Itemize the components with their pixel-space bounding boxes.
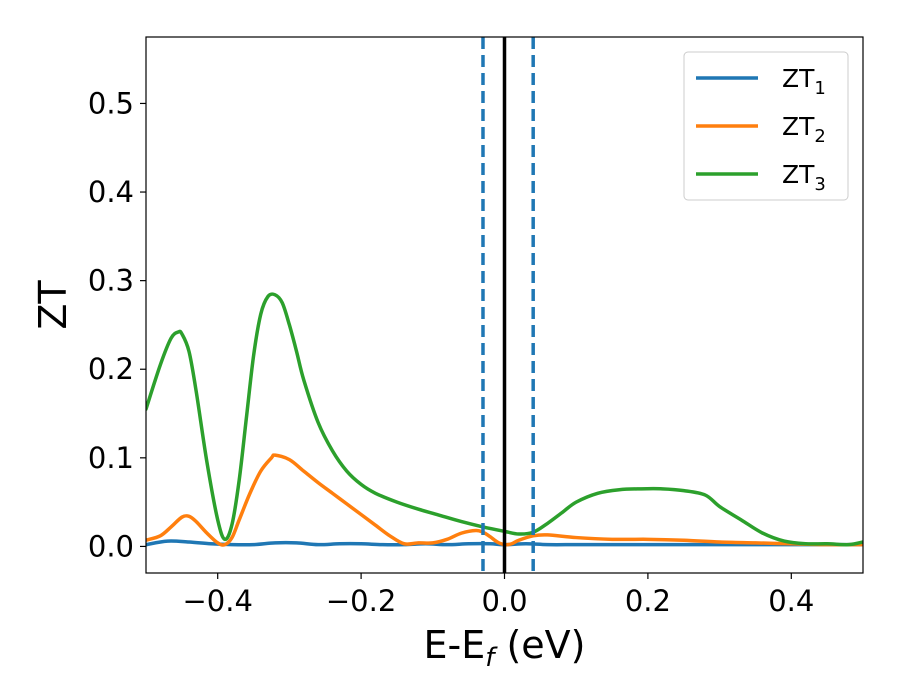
x-axis-title: E-Ef (eV) [424,623,586,673]
x-tick-label: 0.0 [481,584,527,618]
legend-items: ZT1 ZT2 ZT3 [696,64,826,195]
y-tick-label: 0.2 [88,352,134,386]
series-line-zt3 [146,292,863,547]
y-axis: 0.0 0.1 0.2 0.3 0.4 0.5 [88,86,146,563]
x-axis: −0.4 −0.2 0.0 0.2 0.4 [182,573,814,618]
legend-label-zt2: ZT2 [782,112,826,147]
y-tick-label: 0.1 [88,441,134,475]
x-tick-label: 0.4 [768,584,814,618]
y-tick-label: 0.4 [88,175,134,209]
x-axis-title-suffix: (eV) [494,623,585,667]
series-line-zt2 [146,453,863,547]
y-tick-label: 0.0 [88,529,134,563]
vline-layer [481,37,535,573]
legend-label-zt1: ZT1 [782,64,826,99]
x-tick-label: 0.2 [625,584,671,618]
y-tick-label: 0.5 [88,86,134,120]
legend-label-zt3: ZT3 [782,160,826,195]
y-tick-label: 0.3 [88,264,134,298]
legend: ZT1 ZT2 ZT3 [683,51,849,201]
x-axis-title-base: E-E [424,623,486,667]
series-layer [146,292,863,547]
y-axis-title: ZT [31,280,75,330]
x-tick-label: −0.4 [182,584,252,618]
x-tick-label: −0.2 [326,584,396,618]
legend-box [683,51,849,201]
